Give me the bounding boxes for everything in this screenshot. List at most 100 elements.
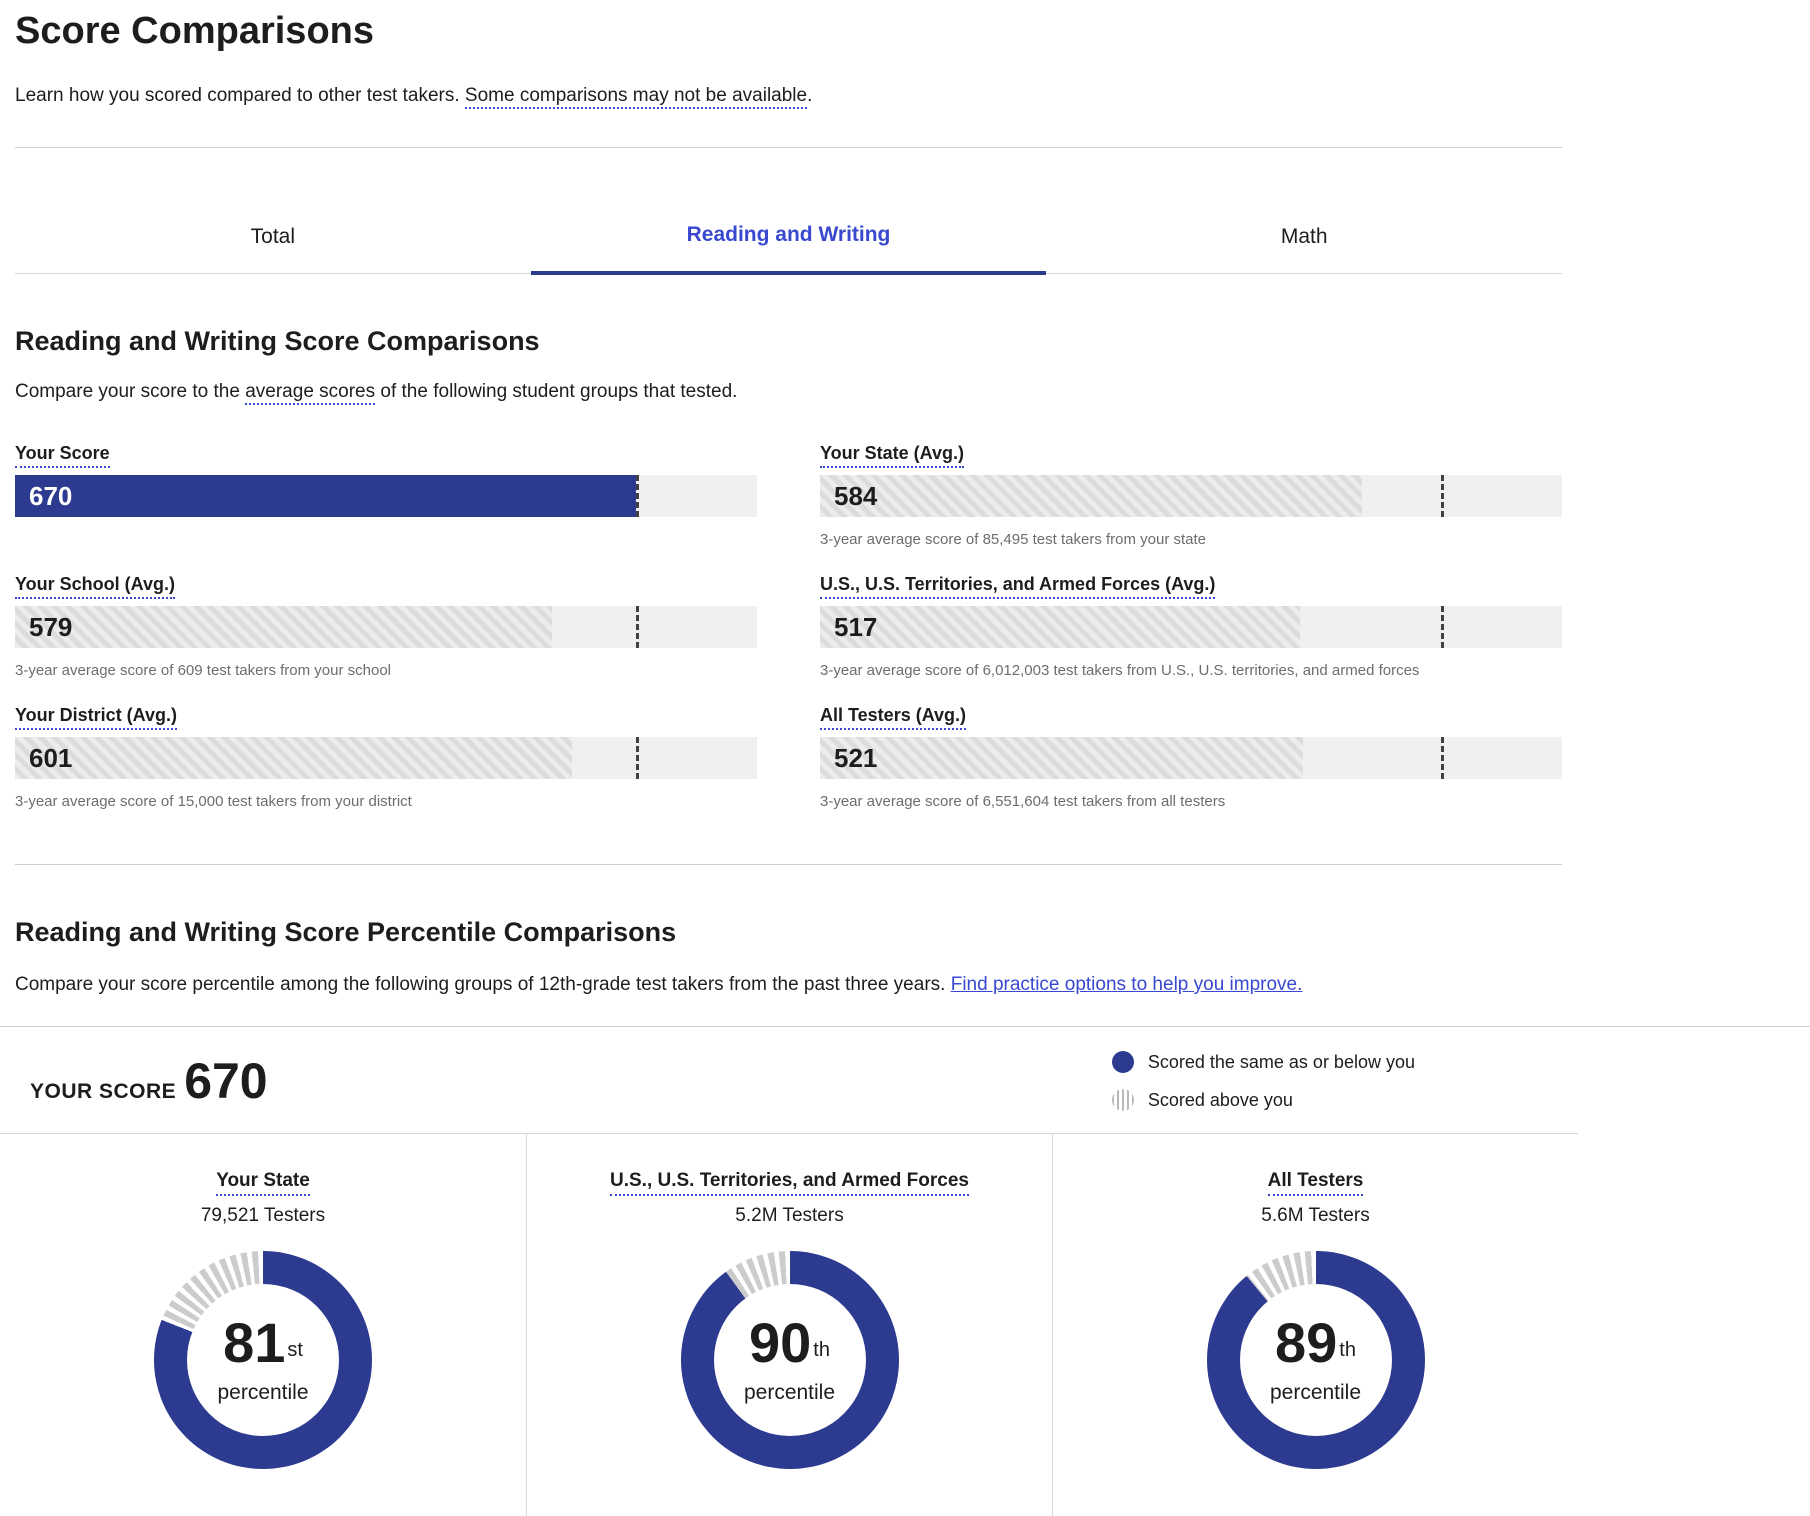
percentile-sublabel: percentile bbox=[217, 1381, 309, 1404]
group-link-your-state[interactable]: Your State bbox=[216, 1170, 310, 1196]
divider bbox=[0, 1026, 1810, 1027]
score-bar-group-your-district: Your District (Avg.) 601 3-year average … bbox=[15, 705, 757, 810]
your-score-block: YOUR SCORE 670 bbox=[30, 1056, 268, 1106]
your-score-label: YOUR SCORE bbox=[30, 1080, 177, 1103]
score-bar-group-your-score: Your Score 670 bbox=[15, 443, 757, 548]
bar-label-all-testers[interactable]: All Testers (Avg.) bbox=[820, 705, 967, 730]
percentile-ordinal: st bbox=[287, 1338, 303, 1361]
score-bar-caption: 3-year average score of 6,012,003 test t… bbox=[820, 662, 1420, 679]
percentile-comparisons-heading: Reading and Writing Score Percentile Com… bbox=[15, 917, 677, 947]
your-score-marker bbox=[1441, 475, 1445, 517]
score-bar-track: 601 bbox=[15, 737, 757, 779]
score-comparisons-description: Compare your score to the average scores… bbox=[15, 381, 1795, 405]
percentile-ordinal: th bbox=[813, 1338, 830, 1361]
bar-label-your-school[interactable]: Your School (Avg.) bbox=[15, 574, 175, 599]
score-bar-group-your-school: Your School (Avg.) 579 3-year average sc… bbox=[15, 574, 757, 679]
score-bar-fill: 584 bbox=[820, 475, 1362, 517]
your-score-marker bbox=[1441, 606, 1445, 648]
percentile-ordinal: th bbox=[1339, 1338, 1356, 1361]
your-score-marker bbox=[636, 475, 640, 517]
score-bar-track: 517 bbox=[820, 606, 1562, 648]
pct-desc-text: Compare your score percentile among the … bbox=[15, 974, 951, 995]
score-tabs: Total Reading and Writing Math bbox=[15, 148, 1562, 275]
your-score-row: YOUR SCORE 670 Scored the same as or bel… bbox=[0, 1027, 1810, 1133]
intro-paragraph: Learn how you scored compared to other t… bbox=[15, 85, 1795, 109]
score-bars-grid: Your Score 670 Your State (Avg.) 584 3-y… bbox=[15, 443, 1562, 836]
percentile-legend: Scored the same as or below you Scored a… bbox=[1111, 1051, 1415, 1111]
bar-label-us-territories[interactable]: U.S., U.S. Territories, and Armed Forces… bbox=[820, 574, 1216, 599]
score-bar-track: 670 bbox=[15, 475, 757, 517]
percentile-sublabel: percentile bbox=[743, 1381, 836, 1404]
testers-count: 5.2M Testers bbox=[735, 1205, 844, 1226]
your-score-marker bbox=[636, 737, 640, 779]
score-bar-group-us-territories: U.S., U.S. Territories, and Armed Forces… bbox=[820, 574, 1562, 679]
tab-math[interactable]: Math bbox=[1280, 225, 1328, 248]
your-score-value: 670 bbox=[184, 1053, 268, 1109]
divider bbox=[15, 147, 1562, 148]
bar-label-your-district[interactable]: Your District (Avg.) bbox=[15, 705, 178, 730]
score-bar-caption: 3-year average score of 85,495 test take… bbox=[820, 531, 1207, 548]
score-bar-fill: 601 bbox=[15, 737, 573, 779]
score-bar-track: 521 bbox=[820, 737, 1562, 779]
score-bar-value: 601 bbox=[29, 742, 73, 773]
score-bar-value: 579 bbox=[29, 611, 73, 642]
find-practice-options-link[interactable]: Find practice options to help you improv… bbox=[950, 974, 1303, 995]
legend-item-above: Scored above you bbox=[1111, 1089, 1415, 1111]
tab-total[interactable]: Total bbox=[250, 225, 296, 248]
comparisons-availability-link[interactable]: Some comparisons may not be available bbox=[464, 85, 808, 109]
page-title: Score Comparisons bbox=[15, 10, 374, 52]
legend-item-below: Scored the same as or below you bbox=[1111, 1051, 1415, 1073]
legend-label: Scored the same as or below you bbox=[1147, 1051, 1415, 1072]
percentile-description: Compare your score percentile among the … bbox=[15, 974, 1795, 996]
score-bar-value: 584 bbox=[834, 480, 878, 511]
score-bar-fill: 521 bbox=[820, 737, 1304, 779]
score-bar-value: 521 bbox=[834, 742, 878, 773]
average-scores-link[interactable]: average scores bbox=[245, 381, 376, 405]
score-bar-value: 517 bbox=[834, 611, 878, 642]
score-comparisons-heading: Reading and Writing Score Comparisons bbox=[15, 326, 540, 356]
legend-label: Scored above you bbox=[1147, 1089, 1293, 1110]
desc-text-after: of the following student groups that tes… bbox=[375, 381, 738, 402]
score-bar-track: 579 bbox=[15, 606, 757, 648]
percentile-value: 81 bbox=[223, 1311, 286, 1374]
your-score-marker bbox=[1441, 737, 1445, 779]
divider bbox=[15, 864, 1562, 865]
your-score-marker bbox=[636, 606, 640, 648]
desc-text-before: Compare your score to the bbox=[15, 381, 246, 402]
score-bar-caption: 3-year average score of 15,000 test take… bbox=[15, 793, 412, 810]
percentile-column-us-territories: U.S., U.S. Territories, and Armed Forces… bbox=[526, 1134, 1052, 1516]
intro-period: . bbox=[807, 85, 813, 106]
bar-label-your-score[interactable]: Your Score bbox=[15, 443, 110, 468]
striped-circle-icon bbox=[1111, 1089, 1134, 1111]
score-bar-fill: 579 bbox=[15, 606, 553, 648]
percentile-sublabel: percentile bbox=[1269, 1381, 1362, 1404]
intro-text: Learn how you scored compared to other t… bbox=[15, 85, 465, 106]
percentile-value: 89 bbox=[1275, 1311, 1338, 1374]
score-bar-caption: 3-year average score of 6,551,604 test t… bbox=[820, 793, 1226, 810]
solid-circle-icon bbox=[1111, 1051, 1134, 1073]
group-link-us-territories[interactable]: U.S., U.S. Territories, and Armed Forces bbox=[610, 1170, 969, 1196]
score-bar-caption: 3-year average score of 609 test takers … bbox=[15, 662, 392, 679]
testers-count: 79,521 Testers bbox=[200, 1205, 326, 1226]
score-bar-group-all-testers: All Testers (Avg.) 521 3-year average sc… bbox=[820, 705, 1562, 810]
score-bar-track: 584 bbox=[820, 475, 1562, 517]
bar-label-your-state[interactable]: Your State (Avg.) bbox=[820, 443, 965, 468]
score-bar-fill: 517 bbox=[820, 606, 1300, 648]
tab-reading-and-writing[interactable]: Reading and Writing bbox=[530, 148, 1047, 275]
testers-count: 5.6M Testers bbox=[1261, 1205, 1370, 1226]
score-bar-fill: 670 bbox=[15, 475, 637, 517]
percentile-value: 90 bbox=[749, 1311, 812, 1374]
group-link-all-testers[interactable]: All Testers bbox=[1267, 1170, 1364, 1196]
score-bar-value: 670 bbox=[29, 480, 73, 511]
score-bar-group-your-state: Your State (Avg.) 584 3-year average sco… bbox=[820, 443, 1562, 548]
